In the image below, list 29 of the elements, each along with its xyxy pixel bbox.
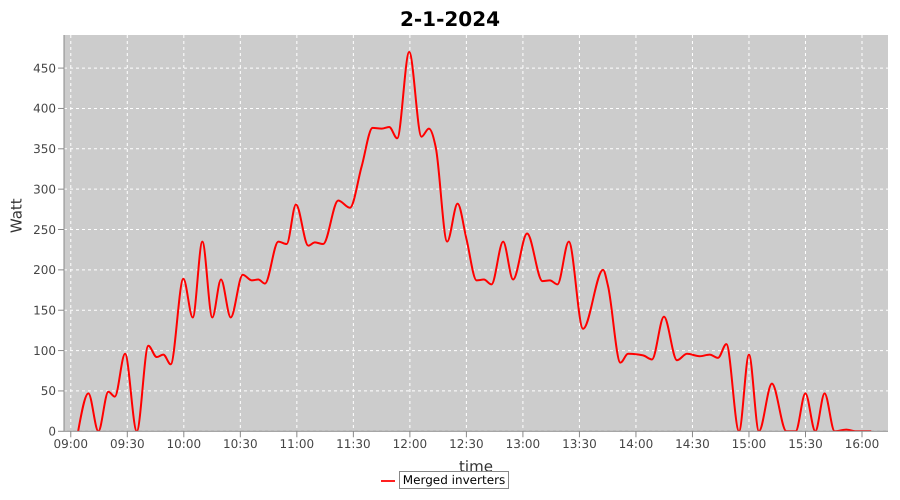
y-tick-label: 0 <box>48 424 56 439</box>
x-tick-label: 13:30 <box>562 436 597 451</box>
y-tick-label: 250 <box>33 222 56 237</box>
x-tick-label: 10:30 <box>223 436 258 451</box>
y-tick-label: 200 <box>33 263 56 278</box>
y-tick-label: 100 <box>33 344 56 358</box>
x-tick-label: 10:00 <box>166 436 202 451</box>
y-tick-label: 150 <box>33 303 56 318</box>
x-tick-label: 14:00 <box>618 436 654 451</box>
x-tick-label: 11:00 <box>280 436 314 451</box>
y-tick-label: 50 <box>40 384 56 398</box>
x-tick-label: 09:00 <box>53 436 88 451</box>
y-tick-label: 400 <box>33 102 56 116</box>
x-tick-label: 09:30 <box>110 436 145 451</box>
x-tick-label: 15:30 <box>788 436 823 451</box>
x-tick-label: 15:00 <box>732 436 766 451</box>
x-tick-label: 13:00 <box>506 436 540 451</box>
legend-label: Merged inverters <box>398 471 510 490</box>
x-tick-label: 14:30 <box>675 436 710 451</box>
line-series <box>77 50 872 432</box>
y-tick-label: 450 <box>33 61 56 76</box>
y-tick-label: 300 <box>33 182 56 196</box>
x-tick-label: 12:30 <box>449 436 484 451</box>
y-tick-label: 350 <box>33 142 56 156</box>
chart-title: 2-1-2024 <box>398 7 502 32</box>
y-axis-title: Watt <box>7 198 26 234</box>
x-tick-label: 11:30 <box>336 436 371 451</box>
x-tick-label: 12:00 <box>392 436 428 451</box>
x-tick-label: 16:00 <box>844 436 880 451</box>
